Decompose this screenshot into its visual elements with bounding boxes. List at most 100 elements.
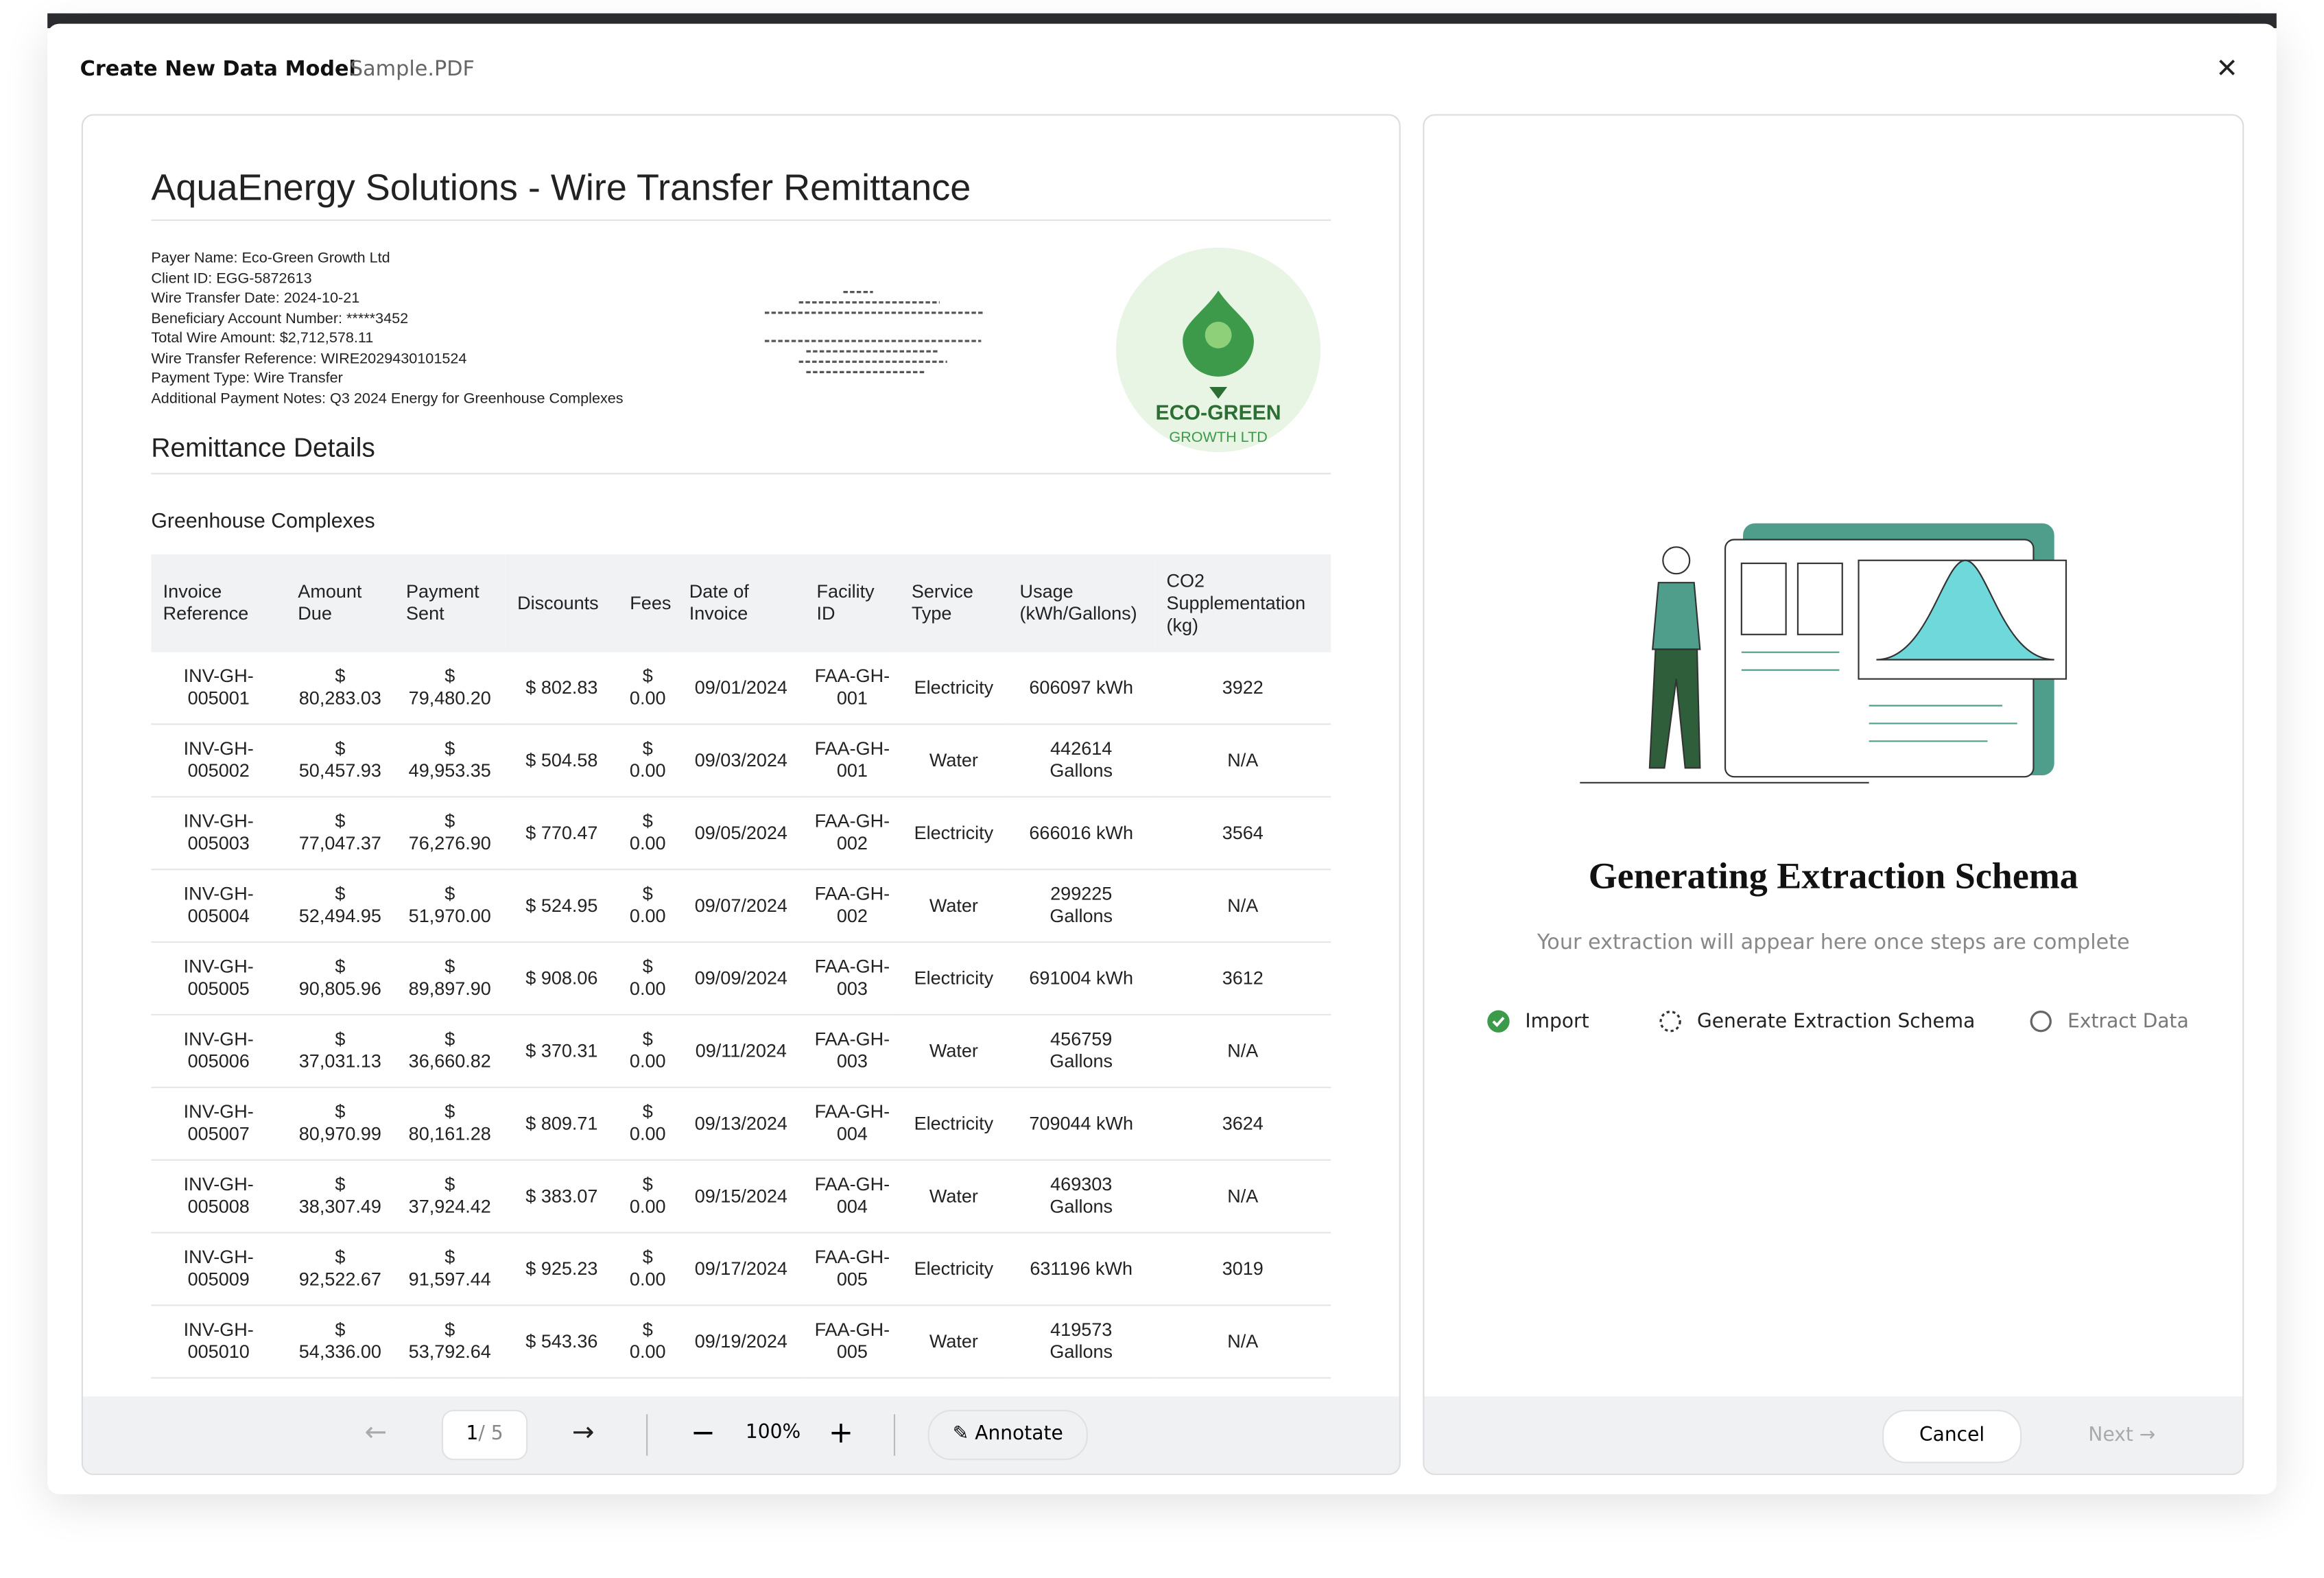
modal-title: Create New Data Model: [80, 58, 356, 82]
table-cell: N/A: [1154, 1305, 1331, 1379]
table-cell: Electricity: [899, 1232, 1008, 1306]
table-cell: FAA-GH-002: [805, 797, 900, 871]
table-cell: 469303 Gallons: [1008, 1159, 1155, 1234]
table-cell: $ 90,805.96: [286, 942, 394, 1016]
table-cell: 09/19/2024: [677, 1305, 805, 1379]
step: Extract Data: [2029, 1009, 2189, 1033]
table-cell: $ 0.00: [618, 942, 678, 1016]
table-cell: INV-GH-005002: [151, 724, 287, 798]
table-cell: FAA-GH-004: [805, 1159, 900, 1234]
table-cell: FAA-GH-001: [805, 724, 900, 798]
zoom-in[interactable]: +: [828, 1414, 854, 1450]
table-cell: 09/17/2024: [677, 1232, 805, 1306]
panel-footer: Cancel Next →: [1424, 1396, 2243, 1474]
cancel-button[interactable]: Cancel: [1882, 1409, 2022, 1463]
table-cell: $ 504.58: [505, 724, 619, 798]
table-header: Invoice Reference Amount Due Payment Sent D…: [151, 554, 1331, 652]
page-indicator[interactable]: 1/ 5: [441, 1409, 528, 1461]
table-cell: 3019: [1154, 1232, 1331, 1306]
next-page[interactable]: →: [572, 1417, 595, 1449]
column-header: Facility ID: [805, 554, 900, 652]
table-cell: 09/15/2024: [677, 1159, 805, 1234]
table-cell: $ 0.00: [618, 1159, 678, 1234]
table-cell: $ 0.00: [618, 1232, 678, 1306]
zoom-level: 100%: [745, 1422, 801, 1444]
table-cell: $ 37,031.13: [286, 1014, 394, 1088]
table-cell: 709044 kWh: [1008, 1087, 1155, 1161]
table-cell: 09/05/2024: [677, 797, 805, 871]
table-cell: 3564: [1154, 797, 1331, 871]
table-cell: FAA-GH-005: [805, 1305, 900, 1379]
table-row: INV-GH-005004 $ 52,494.95 $ 51,970.00 $ 524…: [151, 869, 1331, 943]
table-cell: 666016 kWh: [1008, 797, 1155, 871]
column-header: Invoice Reference: [151, 554, 287, 652]
subsection-title: Greenhouse Complexes: [151, 508, 375, 532]
table-cell: $ 370.31: [505, 1014, 619, 1088]
next-label: Next: [2088, 1424, 2133, 1447]
table-row: INV-GH-005001 $ 80,283.03 $ 79,480.20 $ 802…: [151, 652, 1331, 725]
status-subtitle: Your extraction will appear here once st…: [1537, 930, 2130, 955]
table-cell: 09/09/2024: [677, 942, 805, 1016]
table-cell: $ 0.00: [618, 1087, 678, 1161]
step-icon: [2029, 1009, 2053, 1033]
zoom-out[interactable]: −: [690, 1414, 716, 1450]
table-cell: $ 543.36: [505, 1305, 619, 1379]
remittance-table: Invoice Reference Amount Due Payment Sent D…: [151, 554, 1331, 1379]
table-cell: 631196 kWh: [1008, 1232, 1155, 1306]
table-cell: N/A: [1154, 1159, 1331, 1234]
table-cell: 299225 Gallons: [1008, 869, 1155, 943]
table-cell: $ 80,161.28: [394, 1087, 506, 1161]
info-line: Payment Type: Wire Transfer: [151, 370, 343, 387]
table-row: INV-GH-005002 $ 50,457.93 $ 49,953.35 $ 504…: [151, 724, 1331, 798]
prev-page[interactable]: ←: [364, 1417, 388, 1449]
table-cell: $ 0.00: [618, 869, 678, 943]
page-total: / 5: [478, 1423, 503, 1446]
table-cell: 09/01/2024: [677, 652, 805, 725]
table-cell: INV-GH-005009: [151, 1232, 287, 1306]
annotate-button[interactable]: ✎ Annotate: [927, 1409, 1088, 1461]
document-title: AquaEnergy Solutions - Wire Transfer Rem…: [151, 167, 1331, 221]
section-title: Remittance Details: [151, 433, 1331, 475]
step-label: Generate Extraction Schema: [1697, 1010, 1976, 1033]
table-cell: $ 80,970.99: [286, 1087, 394, 1161]
table-cell: $ 36,660.82: [394, 1014, 506, 1088]
table-cell: INV-GH-005004: [151, 869, 287, 943]
table-cell: Electricity: [899, 797, 1008, 871]
info-line: Wire Transfer Reference: WIRE20294301015…: [151, 351, 467, 367]
table-row: INV-GH-005008 $ 38,307.49 $ 37,924.42 $ 383…: [151, 1159, 1331, 1234]
file-name: Sample.PDF: [349, 58, 475, 82]
table-cell: $ 76,276.90: [394, 797, 506, 871]
table-cell: $ 38,307.49: [286, 1159, 394, 1234]
modal: Create New Data Model Sample.PDF ✕ AquaE…: [47, 23, 2277, 1494]
table-row: INV-GH-005003 $ 77,047.37 $ 76,276.90 $ 770…: [151, 797, 1331, 871]
table-cell: INV-GH-005007: [151, 1087, 287, 1161]
step-label: Extract Data: [2067, 1010, 2189, 1033]
table-cell: Electricity: [899, 652, 1008, 725]
table-cell: $ 770.47: [505, 797, 619, 871]
document-page: AquaEnergy Solutions - Wire Transfer Rem…: [83, 116, 1399, 1397]
table-cell: $ 0.00: [618, 797, 678, 871]
table-cell: $ 802.83: [505, 652, 619, 725]
step-icon: [1486, 1009, 1510, 1033]
info-line: Wire Transfer Date: 2024-10-21: [151, 290, 360, 307]
column-header: Fees: [618, 554, 678, 652]
table-cell: FAA-GH-003: [805, 942, 900, 1016]
table-cell: $ 0.00: [618, 652, 678, 725]
column-header: Payment Sent: [394, 554, 506, 652]
table-cell: $ 89,897.90: [394, 942, 506, 1016]
illustration: [1580, 523, 2067, 784]
close-button[interactable]: ✕: [2216, 53, 2238, 85]
column-header: CO2 Supplementation (kg): [1154, 554, 1331, 652]
logo-name: ECO-GREEN: [1156, 401, 1281, 424]
table-cell: 3624: [1154, 1087, 1331, 1161]
table-cell: $ 925.23: [505, 1232, 619, 1306]
table-cell: $ 53,792.64: [394, 1305, 506, 1379]
table-cell: $ 0.00: [618, 724, 678, 798]
table-cell: INV-GH-005006: [151, 1014, 287, 1088]
table-cell: $ 0.00: [618, 1305, 678, 1379]
table-cell: INV-GH-005001: [151, 652, 287, 725]
logo: ECO-GREEN GROWTH LTD: [1116, 247, 1321, 453]
page-number: 1: [466, 1423, 479, 1446]
next-button[interactable]: Next →: [2088, 1424, 2156, 1447]
table-cell: 09/07/2024: [677, 869, 805, 943]
